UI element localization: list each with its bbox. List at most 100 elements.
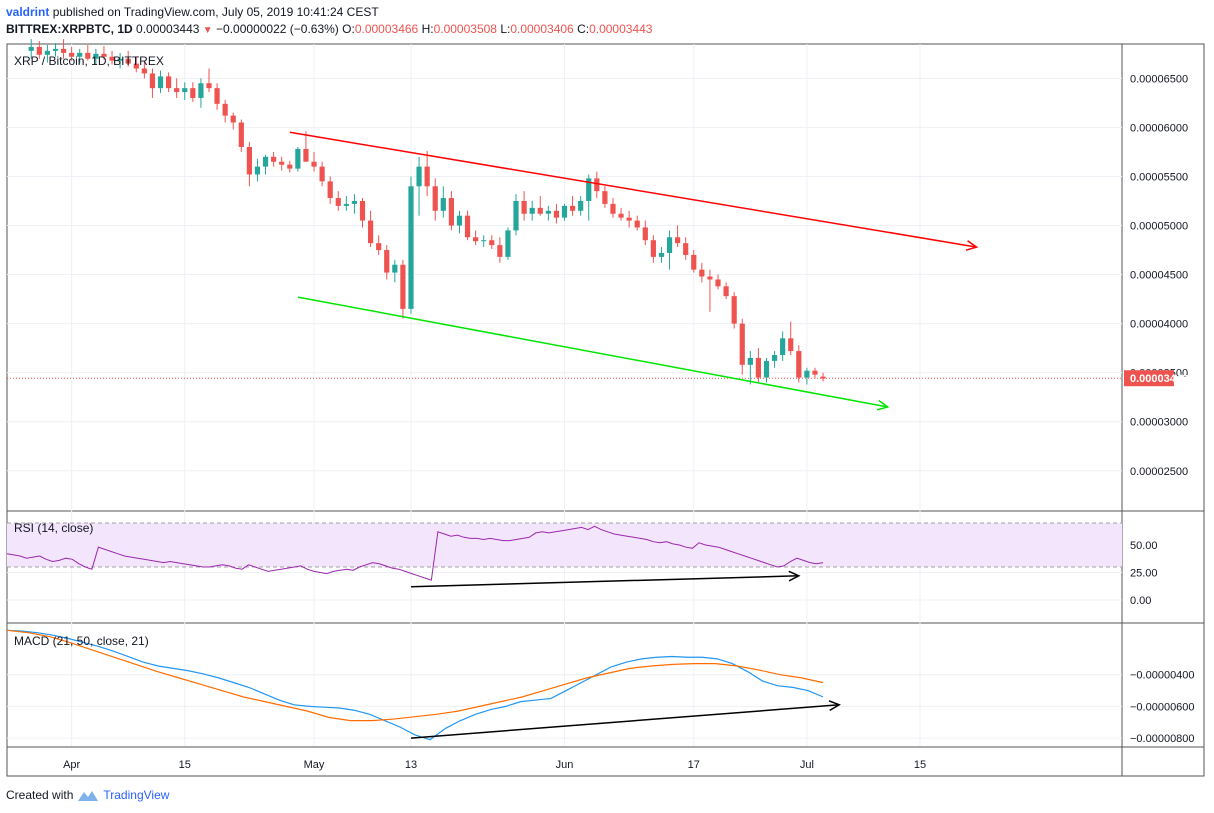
tradingview-brand[interactable]: TradingView [103, 788, 170, 802]
candle-body [763, 360, 770, 378]
price-tick-label: 0.00005500 [1130, 171, 1188, 183]
price-tick-label: 0.00006000 [1130, 122, 1188, 134]
candle-body [254, 166, 261, 175]
last-price-tag-label: 0.00003443 [1130, 373, 1188, 385]
candle-body [489, 240, 495, 246]
candle-body [52, 48, 59, 51]
signal-line [6, 629, 824, 722]
high-value: 0.00003508 [433, 22, 497, 36]
open-value: 0.00003466 [354, 22, 419, 36]
x-tick-label: 17 [688, 759, 700, 771]
candle-body [279, 161, 285, 165]
candle-body [594, 178, 600, 192]
candle-body [165, 76, 172, 89]
candle-body [545, 210, 551, 214]
candle-body [319, 166, 325, 182]
candle-body [28, 46, 34, 51]
candle-body [481, 240, 487, 242]
publisher-name[interactable]: valdrint [6, 5, 50, 19]
candle-body [602, 191, 608, 204]
candle-body [561, 205, 568, 218]
x-tick-label: Apr [63, 759, 80, 771]
rsi-divergence-line [410, 575, 799, 588]
candle-body [85, 52, 91, 59]
macd-pane-title: MACD (21, 50, close, 21) [14, 634, 149, 648]
candle-body [271, 156, 277, 162]
resistance-trendline [289, 131, 977, 248]
macd-pane [6, 629, 841, 741]
candle-body [287, 164, 293, 169]
rsi-band [7, 523, 1122, 567]
candle-body [626, 217, 632, 221]
candle-body [174, 88, 180, 93]
candle-body [788, 338, 794, 352]
resistance-trendline-arrowhead [965, 240, 979, 251]
outer-border [6, 43, 1205, 777]
candle-body [133, 63, 139, 69]
x-tick-label: Jul [800, 759, 814, 771]
macd-tick-label: −0.00000600 [1130, 701, 1195, 713]
candle-body [739, 323, 745, 365]
candle-body [642, 227, 648, 241]
candle-body [182, 88, 188, 93]
candle-body [634, 220, 640, 228]
macd-divergence-line-arrowhead [828, 700, 841, 711]
last-price: 0.00003443 [136, 22, 200, 36]
low-label: L: [500, 22, 511, 36]
candle-body [432, 186, 438, 211]
candle-body [343, 203, 349, 206]
rsi-tick-label: 50.00 [1130, 540, 1158, 552]
grid-lines [7, 44, 1122, 746]
axes: Apr 15 May 13 Jun 17 Jul 15 0.00006500 0.00006000… [63, 73, 1194, 771]
x-tick-label: May [304, 759, 325, 771]
candle-body [117, 58, 123, 61]
price-tick-label: 0.00005000 [1130, 220, 1188, 232]
candle-body [691, 254, 697, 270]
candle-body [537, 207, 543, 214]
price-tick-label: 0.00004500 [1130, 270, 1188, 282]
rsi-tick-label: 0.00 [1130, 595, 1151, 607]
candle-body [109, 56, 115, 61]
high-label: H: [421, 22, 434, 36]
symbol-line: BITTREX:XRPBTC, 1D 0.00003443 ▼ −0.00000… [6, 22, 652, 36]
candle-body [392, 264, 398, 273]
candle-body [723, 286, 729, 297]
candle-body [69, 52, 75, 57]
macd-line [6, 629, 824, 741]
publish-line: valdrint published on TradingView.com, J… [6, 5, 379, 19]
candle-body [731, 296, 737, 324]
tradingview-logo-icon [78, 790, 99, 801]
candle-body [569, 205, 576, 211]
candle-body [246, 147, 252, 175]
candle-body [400, 264, 406, 309]
created-with-label: Created with [6, 788, 74, 802]
candle-body [553, 210, 560, 218]
candle-body [230, 115, 236, 123]
price-pane-title: XRP / Bitcoin, 1D, BITTREX [14, 54, 164, 68]
candle-body [376, 243, 382, 251]
candle-body [618, 213, 624, 218]
candle-body [683, 243, 689, 255]
candle-body [303, 148, 309, 162]
candle-body [311, 161, 317, 167]
candle-body [141, 68, 147, 74]
candle-body [367, 220, 374, 244]
x-tick-label: 13 [405, 759, 417, 771]
chart-frame [6, 43, 1205, 777]
candle-body [295, 148, 301, 169]
price-tick-label: 0.00006500 [1130, 73, 1188, 85]
candle-body [60, 48, 67, 53]
candle-body [440, 198, 446, 211]
rsi-pane [6, 522, 1122, 588]
low-value: 0.00003406 [510, 22, 574, 36]
candle-body [780, 338, 786, 355]
candle-body [666, 237, 673, 253]
price-tick-label: 0.00002500 [1130, 466, 1188, 478]
candle-body [359, 200, 366, 221]
rsi-divergence-line-arrowhead [788, 570, 801, 582]
candle-body [610, 203, 616, 214]
close-label: C: [577, 22, 590, 36]
candle-body [513, 200, 519, 231]
candle-body [351, 200, 358, 204]
